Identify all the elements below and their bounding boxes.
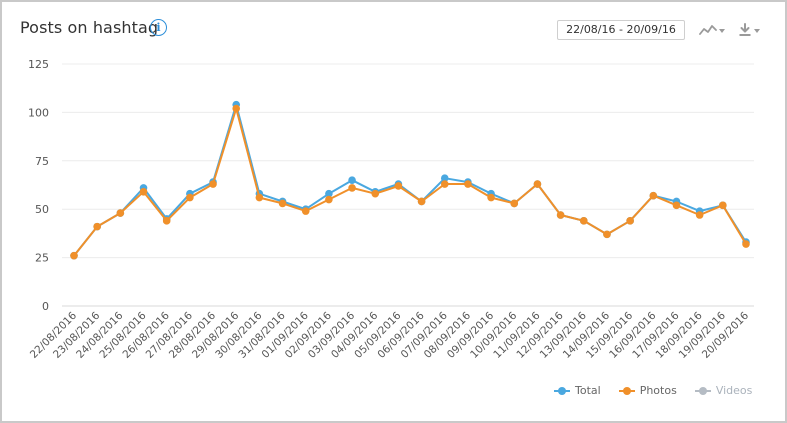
- data-point-photos: [649, 191, 658, 200]
- data-point-photos: [695, 211, 704, 219]
- y-tick-label: 0: [42, 300, 49, 313]
- data-point-photos: [278, 199, 287, 208]
- data-point-photos: [742, 240, 750, 248]
- data-point-photos: [255, 193, 264, 202]
- data-point-photos: [626, 217, 634, 225]
- data-point-photos: [186, 193, 194, 202]
- chevron-down-icon: [754, 29, 760, 33]
- data-point-photos: [93, 222, 101, 231]
- data-point-photos: [672, 201, 681, 210]
- data-point-photos: [116, 209, 125, 217]
- line-chart: 025507510012522/08/201623/08/201624/08/2…: [28, 58, 754, 361]
- y-tick-label: 75: [35, 155, 49, 168]
- data-point-photos: [579, 217, 588, 225]
- date-range-picker[interactable]: 22/08/16 - 20/09/16: [557, 20, 685, 40]
- y-tick-label: 100: [28, 106, 49, 119]
- data-point-photos: [371, 189, 380, 198]
- data-point-photos: [301, 207, 310, 215]
- data-point-photos: [510, 199, 519, 208]
- legend-swatch: [618, 386, 635, 396]
- info-icon[interactable]: i: [150, 19, 167, 36]
- data-point-total: [440, 174, 449, 183]
- chevron-down-icon: [719, 29, 725, 33]
- legend-item-videos[interactable]: Videos: [694, 384, 753, 397]
- data-point-photos: [440, 180, 449, 188]
- legend-item-photos[interactable]: Photos: [618, 384, 677, 397]
- chart-legend: Total Photos Videos: [554, 384, 752, 397]
- data-point-total: [348, 176, 356, 184]
- series-line-photos: [73, 107, 747, 257]
- data-point-photos: [70, 251, 78, 260]
- data-point-photos: [556, 211, 565, 219]
- data-point-photos: [348, 184, 356, 192]
- legend-swatch: [554, 386, 570, 396]
- legend-item-total[interactable]: Total: [554, 384, 601, 397]
- data-point-photos: [209, 180, 217, 188]
- y-tick-label: 50: [35, 203, 49, 216]
- data-point-photos: [325, 195, 333, 204]
- data-point-photos: [487, 193, 495, 202]
- data-point-photos: [719, 201, 727, 210]
- y-tick-label: 125: [28, 58, 49, 71]
- data-point-photos: [464, 180, 472, 188]
- legend-label: Photos: [639, 384, 677, 397]
- data-point-photos: [417, 197, 426, 206]
- data-point-photos: [603, 230, 611, 239]
- legend-label: Videos: [715, 384, 753, 397]
- download-icon: [739, 23, 751, 36]
- series-line-total: [73, 103, 747, 257]
- y-tick-label: 25: [35, 252, 49, 265]
- data-point-photos: [162, 217, 171, 225]
- chart-title: Posts on hashtag: [20, 18, 159, 37]
- data-point-photos: [139, 187, 148, 196]
- legend-swatch: [694, 386, 711, 396]
- chart-type-dropdown[interactable]: [699, 20, 725, 40]
- download-dropdown[interactable]: [738, 20, 760, 40]
- line-chart-icon: [699, 25, 717, 35]
- legend-label: Total: [575, 384, 601, 397]
- data-point-photos: [394, 182, 403, 190]
- data-point-photos: [533, 180, 542, 188]
- data-point-total: [325, 189, 333, 198]
- data-point-photos: [232, 104, 241, 113]
